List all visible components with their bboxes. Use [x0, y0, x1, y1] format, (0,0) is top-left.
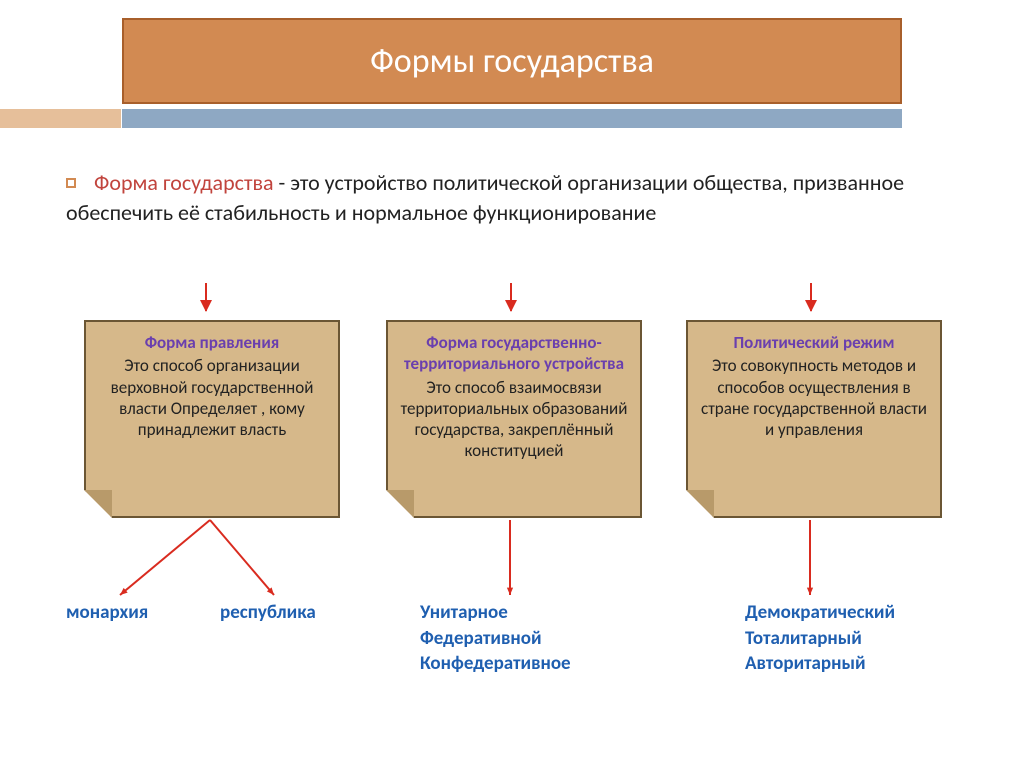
page-curl-icon: [84, 490, 112, 518]
concept-card: Форма правленияЭто способ организации ве…: [84, 320, 340, 518]
card-title: Форма государственно-территориального ус…: [400, 332, 628, 375]
definition-dash: -: [274, 169, 291, 196]
definition-paragraph: Форма государства - это устройство полит…: [66, 168, 936, 227]
category-label: Демократический Тоталитарный Авторитарны…: [745, 600, 895, 677]
card-body: Это способ взаимосвязи территориальных о…: [400, 377, 628, 462]
card-body: Это способ организации верховной государ…: [98, 355, 326, 440]
arrow-down-icon: [205, 283, 207, 311]
card-body: Это совокупность методов и способов осущ…: [700, 355, 928, 440]
accent-bar: [0, 109, 121, 128]
category-label: республика: [220, 600, 316, 626]
bullet-icon: [66, 178, 76, 188]
slide-title: Формы государства: [370, 41, 654, 82]
card-title: Политический режим: [700, 332, 928, 353]
category-label: Унитарное Федеративной Конфедеративное: [420, 600, 571, 677]
under-bar: [122, 109, 902, 128]
page-curl-icon: [686, 490, 714, 518]
arrow-down-icon: [810, 283, 812, 311]
definition-term: Форма государства: [94, 169, 274, 196]
slide-title-block: Формы государства: [122, 18, 902, 104]
page-curl-icon: [386, 490, 414, 518]
category-label: монархия: [66, 600, 148, 626]
concept-card: Политический режимЭто совокупность метод…: [686, 320, 942, 518]
card-title: Форма правления: [98, 332, 326, 353]
arrow-down-icon: [510, 283, 512, 311]
concept-card: Форма государственно-территориального ус…: [386, 320, 642, 518]
